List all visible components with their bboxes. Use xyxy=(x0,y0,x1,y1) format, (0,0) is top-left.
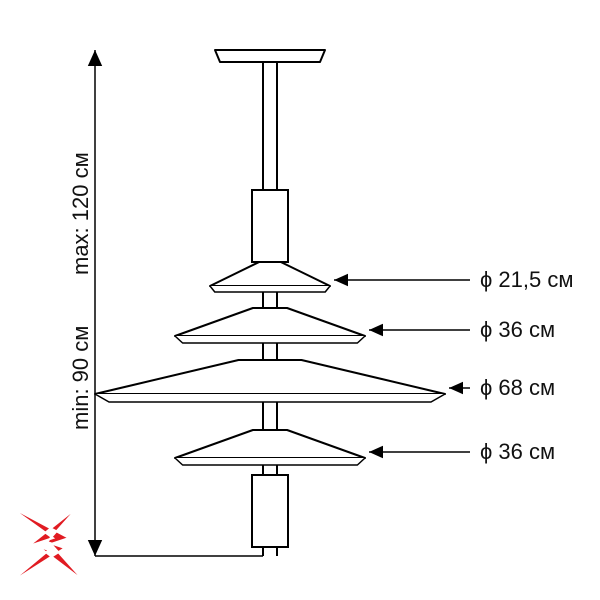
diam-label-0: ϕ 21,5 см xyxy=(480,269,574,291)
height-max-label: max: 120 см xyxy=(70,152,92,275)
diam-label-3: ϕ 36 см xyxy=(480,441,555,463)
diagram-canvas: min: 90 см max: 120 см ϕ 21,5 см ϕ 36 см… xyxy=(0,0,600,600)
logo-bolt-icon xyxy=(7,505,85,585)
diam-label-2: ϕ 68 см xyxy=(480,377,555,399)
diagram-svg xyxy=(0,0,600,600)
height-min-label: min: 90 см xyxy=(70,326,92,430)
diam-label-1: ϕ 36 см xyxy=(480,319,555,341)
